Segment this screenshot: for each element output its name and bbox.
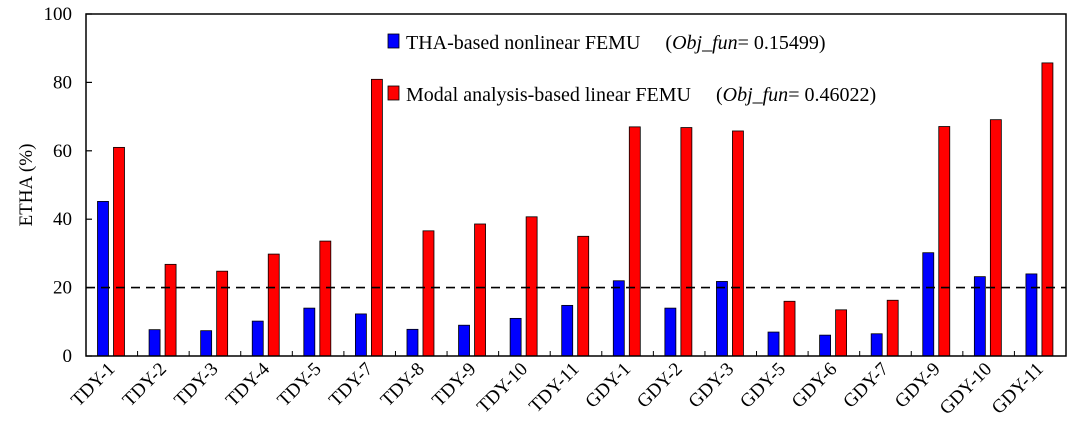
bar-tha-TDY-11 — [561, 304, 574, 357]
x-tick-label-TDY-5: TDY-5 — [273, 359, 325, 411]
bar-tha-GDY-2 — [664, 307, 677, 357]
bar-tha-TDY-10 — [509, 317, 522, 357]
x-tick-label-GDY-7: GDY-7 — [839, 359, 893, 413]
x-tick-label-TDY-7: TDY-7 — [325, 359, 377, 411]
bar-tha-TDY-2 — [148, 329, 161, 357]
bar-modal-TDY-5 — [319, 240, 332, 357]
x-tick-label-GDY-1: GDY-1 — [581, 359, 635, 413]
x-tick-label-GDY-6: GDY-6 — [788, 359, 842, 413]
bar-tha-GDY-3 — [716, 281, 728, 357]
bar-tha-GDY-6 — [819, 334, 832, 357]
bar-tha-TDY-9 — [458, 324, 470, 357]
legend-obj-value-tha: = 0.15499) — [738, 32, 826, 54]
legend-obj-value-modal: = 0.46022) — [788, 84, 876, 106]
legend-item-tha: THA-based nonlinear FEMU (Obj_fun= 0.154… — [387, 32, 826, 54]
bar-modal-GDY-11 — [1041, 62, 1054, 357]
bar-tha-TDY-3 — [200, 330, 213, 357]
y-tick-label: 40 — [53, 209, 72, 230]
x-tick-label-GDY-10: GDY-10 — [936, 359, 996, 419]
y-tick-label: 60 — [53, 141, 72, 162]
bars-layer — [97, 62, 1054, 357]
bar-modal-GDY-1 — [628, 126, 641, 357]
legend: THA-based nonlinear FEMU (Obj_fun= 0.154… — [387, 32, 876, 106]
bar-modal-TDY-10 — [525, 216, 538, 357]
bar-tha-GDY-9 — [922, 252, 935, 357]
y-tick-label: 100 — [44, 4, 73, 25]
x-tick-label-TDY-3: TDY-3 — [170, 359, 222, 411]
bar-tha-TDY-7 — [354, 313, 367, 357]
y-tick-label: 0 — [63, 346, 73, 367]
x-axis: TDY-1 TDY-2 TDY-3 TDY-4 TDY-5 TDY-7 TDY-8 TDY-9… — [67, 351, 1048, 419]
bar-modal-GDY-9 — [938, 126, 951, 357]
y-axis: 0 20 40 60 80 100 — [44, 4, 92, 367]
x-tick-label-GDY-5: GDY-5 — [736, 359, 790, 413]
bar-modal-GDY-2 — [680, 127, 693, 357]
y-tick-label: 20 — [53, 278, 72, 299]
legend-obj-open-modal: ( — [716, 84, 723, 106]
x-tick-label-TDY-4: TDY-4 — [222, 358, 275, 411]
legend-swatch-modal — [387, 85, 400, 101]
x-tick-label-GDY-11: GDY-11 — [988, 359, 1048, 419]
bar-modal-TDY-3 — [216, 270, 229, 357]
bar-modal-GDY-3 — [732, 130, 744, 357]
bar-tha-TDY-8 — [406, 328, 419, 357]
legend-item-modal: Modal analysis-based linear FEMU (Obj_fu… — [387, 84, 876, 106]
legend-label-tha: THA-based nonlinear FEMU (Obj_fun= 0.154… — [406, 32, 826, 54]
x-tick-label-GDY-2: GDY-2 — [633, 359, 687, 413]
bar-modal-TDY-11 — [577, 235, 590, 357]
legend-label-modal: Modal analysis-based linear FEMU (Obj_fu… — [406, 84, 876, 106]
bar-modal-TDY-9 — [474, 223, 486, 357]
bar-modal-GDY-7 — [886, 299, 899, 357]
bar-tha-GDY-5 — [767, 331, 780, 357]
bar-tha-GDY-7 — [870, 333, 883, 357]
bar-modal-GDY-10 — [989, 119, 1002, 357]
x-tick-label-TDY-10: TDY-10 — [473, 359, 532, 418]
y-axis-title: ETHA (%) — [16, 144, 37, 227]
bar-modal-TDY-1 — [113, 146, 125, 357]
x-tick-label-GDY-3: GDY-3 — [685, 359, 739, 413]
bar-tha-TDY-4 — [251, 320, 264, 357]
bar-tha-GDY-11 — [1025, 273, 1038, 357]
x-tick-label-TDY-8: TDY-8 — [377, 359, 429, 411]
bar-tha-GDY-10 — [973, 276, 986, 357]
bar-modal-GDY-6 — [835, 309, 848, 357]
legend-name-tha: THA-based nonlinear FEMU — [406, 32, 641, 54]
x-tick-label-TDY-2: TDY-2 — [119, 359, 171, 411]
x-tick-label-TDY-11: TDY-11 — [525, 359, 583, 417]
bar-tha-TDY-5 — [303, 307, 316, 357]
bar-modal-GDY-5 — [783, 300, 796, 357]
x-tick-label-TDY-1: TDY-1 — [67, 359, 119, 411]
bar-modal-TDY-7 — [370, 78, 383, 357]
bar-modal-TDY-4 — [267, 253, 280, 357]
legend-name-modal: Modal analysis-based linear FEMU — [406, 84, 691, 106]
bar-tha-TDY-1 — [97, 201, 109, 357]
legend-obj-label-tha: Obj_fun — [672, 32, 738, 54]
legend-obj-label-modal: Obj_fun — [723, 84, 789, 106]
bar-tha-GDY-1 — [612, 280, 625, 357]
bar-modal-TDY-2 — [164, 263, 177, 357]
y-tick-label: 80 — [53, 72, 72, 93]
legend-swatch-tha — [387, 33, 400, 49]
plot-area-frame — [85, 13, 1067, 357]
bar-modal-TDY-8 — [422, 230, 435, 357]
legend-obj-open-tha: ( — [665, 32, 672, 54]
